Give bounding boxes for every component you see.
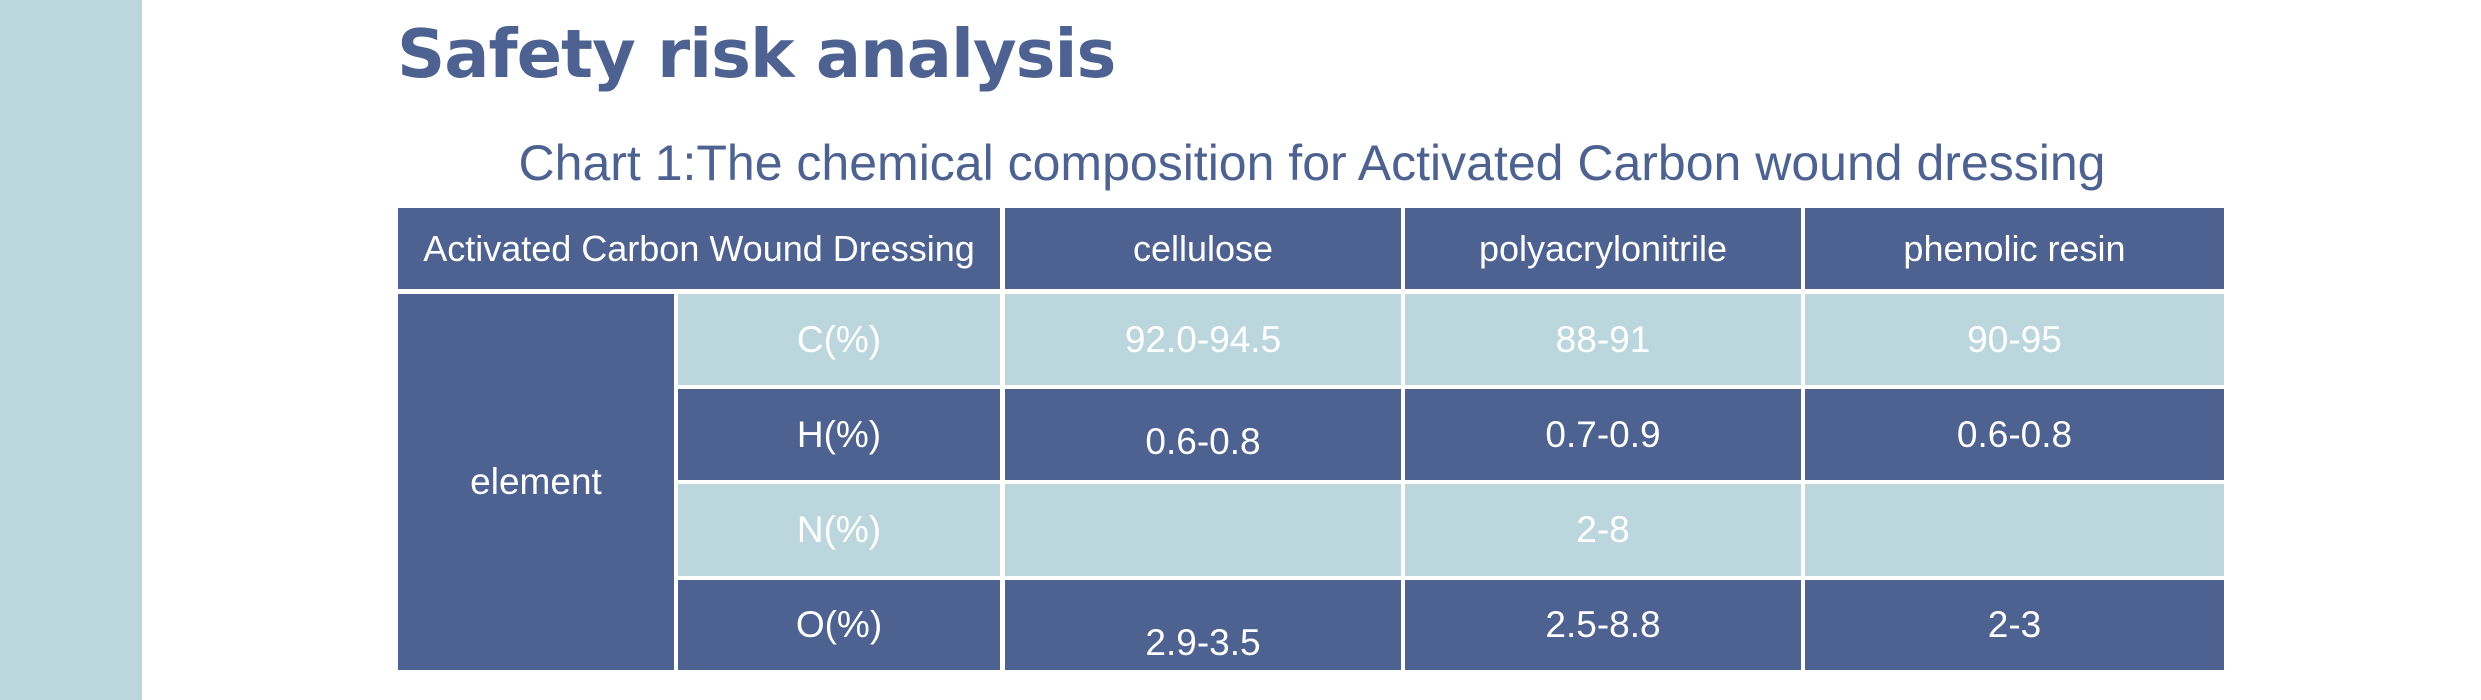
table-cell: 2-3: [1805, 580, 2224, 670]
table-cell: 92.0-94.5: [1005, 294, 1401, 385]
left-margin-band: [0, 0, 142, 700]
row-label-oxygen: O(%): [678, 580, 1000, 670]
table-caption: Chart 1:The chemical composition for Act…: [518, 135, 2106, 191]
table-cell: [1805, 484, 2224, 576]
header-phenolic-resin: phenolic resin: [1805, 208, 2224, 289]
table-cell: 0.6-0.8: [1005, 389, 1401, 480]
element-group-label: element: [398, 294, 674, 670]
table-cell: 2.9-3.5: [1005, 580, 1401, 670]
table-cell: 0.6-0.8: [1805, 389, 2224, 480]
header-product-name: Activated Carbon Wound Dressing: [398, 208, 1000, 289]
table-cell: 88-91: [1405, 294, 1801, 385]
header-polyacrylonitrile: polyacrylonitrile: [1405, 208, 1801, 289]
header-cellulose: cellulose: [1005, 208, 1401, 289]
row-label-hydrogen: H(%): [678, 389, 1000, 480]
page-title: Safety risk analysis: [397, 15, 1116, 93]
table-cell: 0.7-0.9: [1405, 389, 1801, 480]
row-label-carbon: C(%): [678, 294, 1000, 385]
table-cell: 90-95: [1805, 294, 2224, 385]
table-cell: 2-8: [1405, 484, 1801, 576]
table-cell: [1005, 484, 1401, 576]
table-cell: 2.5-8.8: [1405, 580, 1801, 670]
row-label-nitrogen: N(%): [678, 484, 1000, 576]
